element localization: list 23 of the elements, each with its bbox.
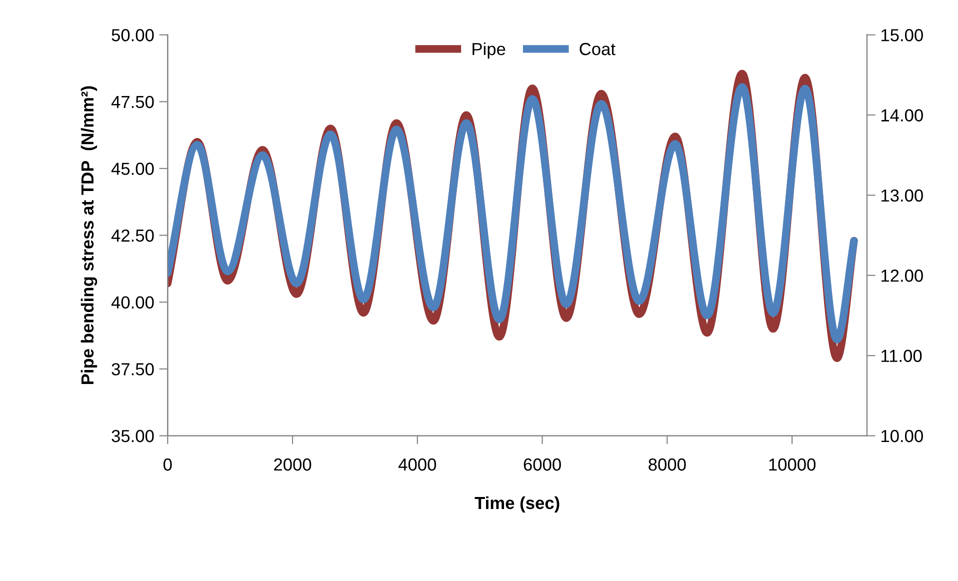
x-axis-title: Time (sec) bbox=[474, 496, 560, 513]
y-tick-label: 42.50 bbox=[111, 229, 154, 242]
y-tick-label: 35.00 bbox=[112, 430, 154, 442]
y2-tick-label: 10.00 bbox=[882, 430, 923, 442]
legend-label: Pipe bbox=[472, 42, 506, 59]
y2-tick-label: 14.00 bbox=[882, 109, 923, 122]
y-tick-label: 40.00 bbox=[111, 296, 154, 309]
y-axis-title: Pipe bending stress at TDP (N/mm²) bbox=[80, 86, 98, 384]
y2-tick-label: 15.00 bbox=[882, 29, 923, 42]
x-tick-label: 4000 bbox=[398, 458, 436, 471]
x-tick-label: 2000 bbox=[274, 458, 312, 471]
y-tick-label: 47.50 bbox=[111, 96, 154, 108]
x-tick-label: 10000 bbox=[769, 458, 816, 471]
y2-tick-label: 13.00 bbox=[882, 189, 923, 202]
y2-tick-label: 11.00 bbox=[882, 350, 922, 362]
y2-tick-label: 12.00 bbox=[882, 270, 923, 282]
x-tick-label: 8000 bbox=[648, 458, 686, 471]
x-tick-label: 0 bbox=[164, 458, 172, 471]
y-tick-label: 45.00 bbox=[111, 162, 154, 175]
y-tick-label: 50.00 bbox=[112, 29, 154, 42]
legend-label: Coat bbox=[580, 42, 616, 56]
y-tick-label: 37.50 bbox=[112, 363, 154, 376]
x-tick-label: 6000 bbox=[524, 458, 561, 471]
